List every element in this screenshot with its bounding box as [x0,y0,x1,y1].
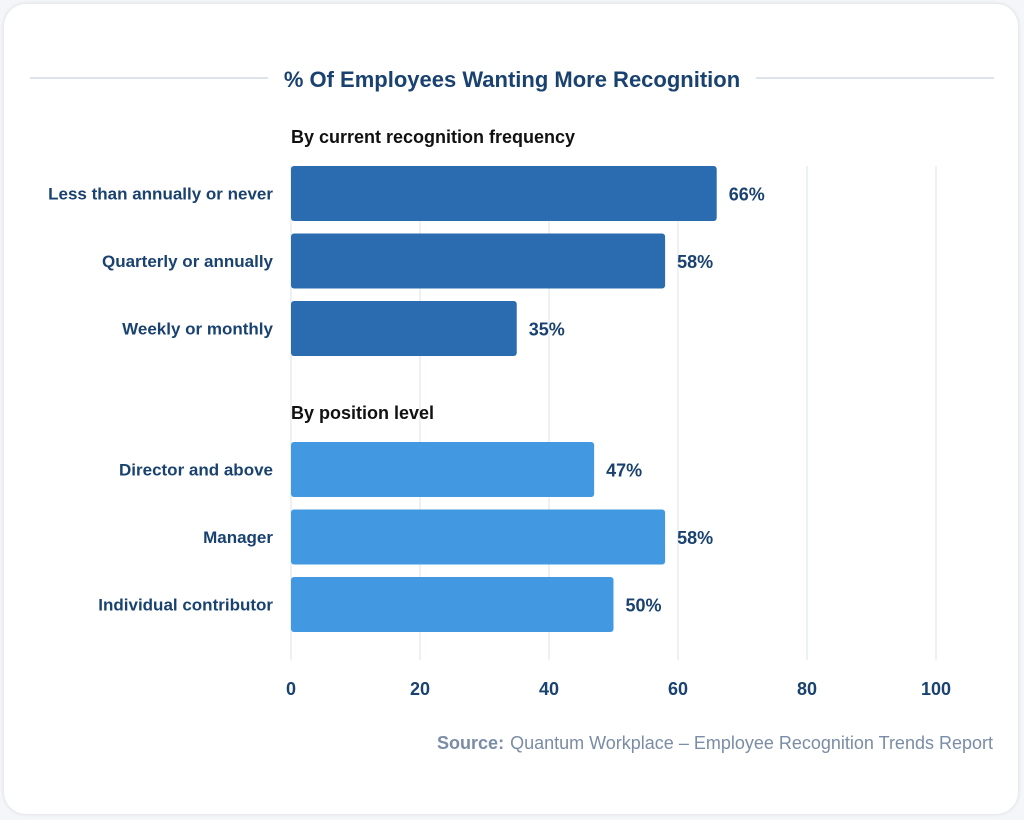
group-header: By current recognition frequency [291,127,575,147]
bar [291,166,717,221]
chart-title: % Of Employees Wanting More Recognition [284,67,740,92]
source-text: Quantum Workplace – Employee Recognition… [510,733,993,753]
category-label: Director and above [119,461,273,480]
bar [291,233,666,289]
x-tick-label: 80 [797,679,817,699]
bar [291,577,614,632]
x-tick-label: 60 [668,679,688,699]
data-label: 66% [729,185,765,205]
category-label: Individual contributor [98,596,273,615]
group-header: By position level [291,403,434,423]
category-label: Weekly or monthly [122,320,273,339]
data-label: 58% [677,528,713,548]
bar [291,509,666,565]
category-label: Quarterly or annually [102,252,274,271]
source-note: Source: Quantum Workplace – Employee Reco… [437,733,993,753]
data-label: 58% [677,252,713,272]
chart-card [4,4,1018,814]
category-label: Less than annually or never [48,185,273,204]
x-tick-label: 0 [286,679,296,699]
bar [291,442,595,497]
bar [291,301,517,356]
data-label: 47% [606,461,642,481]
data-label: 35% [529,320,565,340]
data-label: 50% [626,596,662,616]
source-label: Source: [437,733,504,753]
x-tick-label: 20 [410,679,430,699]
category-label: Manager [203,528,273,547]
x-tick-label: 40 [539,679,559,699]
x-tick-label: 100 [921,679,951,699]
